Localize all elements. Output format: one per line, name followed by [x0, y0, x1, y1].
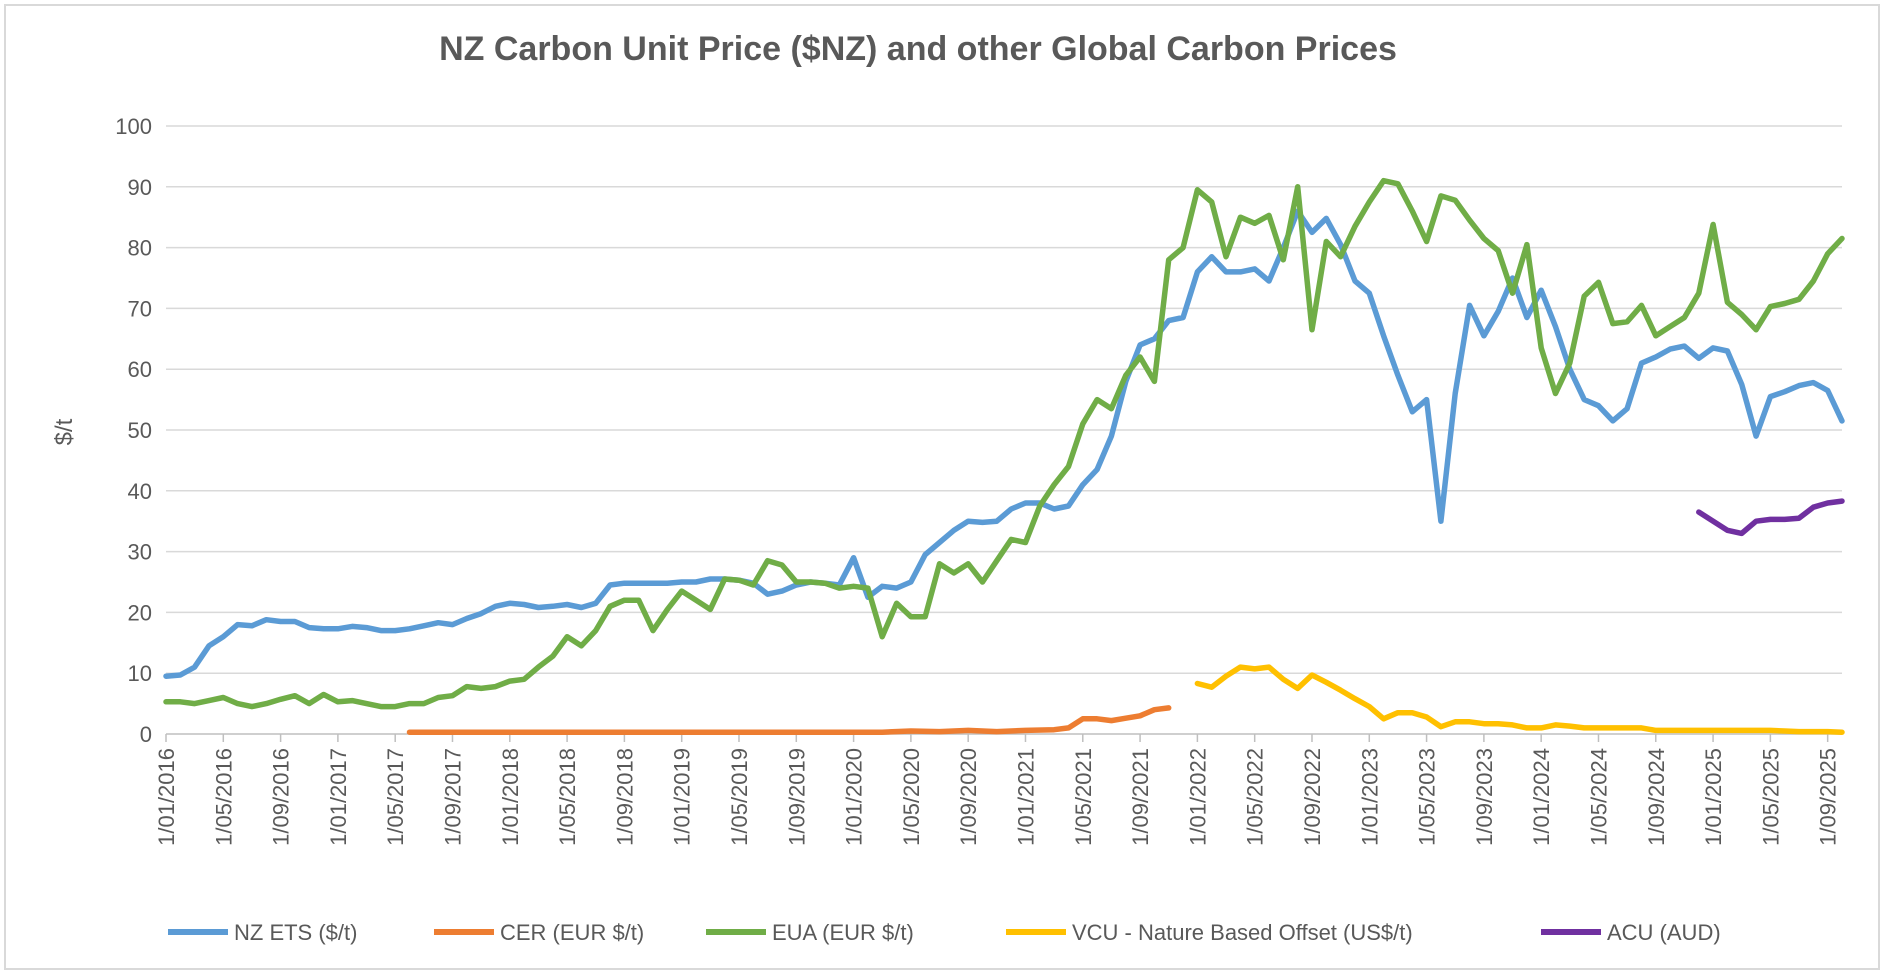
y-tick-label: 100 — [115, 114, 152, 139]
x-tick-label: 1/09/2021 — [1128, 748, 1153, 846]
x-tick-label: 1/05/2016 — [211, 748, 236, 846]
x-tick-label: 1/09/2024 — [1644, 748, 1669, 846]
x-tick-label: 1/01/2021 — [1013, 748, 1038, 846]
legend-item: CER (EUR $/t) — [434, 920, 644, 945]
x-tick-label: 1/01/2019 — [670, 748, 695, 846]
x-tick-label: 1/01/2025 — [1701, 748, 1726, 846]
y-tick-label: 50 — [128, 418, 152, 443]
series-line-0 — [163, 208, 1845, 679]
x-tick-label: 1/01/2023 — [1357, 748, 1382, 846]
x-tick-label: 1/01/2018 — [498, 748, 523, 846]
y-tick-label: 30 — [128, 540, 152, 565]
y-axis-label: $/t — [51, 418, 78, 445]
x-tick-label: 1/09/2020 — [956, 748, 981, 846]
x-axis-ticks: 1/01/2016 1/05/2016 1/09/2016 1/01/2017 1/05… — [154, 734, 1841, 846]
x-tick-label: 1/01/2024 — [1529, 748, 1554, 846]
x-tick-label: 1/05/2019 — [727, 748, 752, 846]
legend: NZ ETS ($/t) CER (EUR $/t) EUA (EUR $/t) VC… — [168, 920, 1721, 945]
legend-item: NZ ETS ($/t) — [168, 920, 357, 945]
x-tick-label: 1/05/2021 — [1071, 748, 1096, 846]
y-tick-label: 20 — [128, 600, 152, 625]
x-tick-label: 1/01/2016 — [154, 748, 179, 846]
x-tick-label: 1/05/2025 — [1758, 748, 1783, 846]
line-chart: NZ Carbon Unit Price ($NZ) and other Glo… — [51, 30, 1845, 945]
x-tick-label: 1/05/2023 — [1415, 748, 1440, 846]
legend-item: ACU (AUD) — [1541, 920, 1721, 945]
legend-item: EUA (EUR $/t) — [706, 920, 914, 945]
x-tick-label: 1/05/2017 — [383, 748, 408, 846]
y-tick-label: 10 — [128, 661, 152, 686]
chart-frame: NZ Carbon Unit Price ($NZ) and other Glo… — [4, 4, 1880, 970]
x-tick-label: 1/01/2020 — [842, 748, 867, 846]
gridlines — [166, 125, 1842, 735]
x-tick-label: 1/09/2018 — [612, 748, 637, 846]
y-tick-label: 80 — [128, 236, 152, 261]
x-tick-label: 1/01/2022 — [1185, 748, 1210, 846]
series-line-2 — [163, 177, 1845, 710]
legend-label: CER (EUR $/t) — [500, 920, 644, 945]
legend-label: VCU - Nature Based Offset (US$/t) — [1072, 920, 1413, 945]
x-tick-label: 1/09/2017 — [440, 748, 465, 846]
series-line-1 — [406, 705, 1172, 735]
x-tick-label: 1/09/2023 — [1472, 748, 1497, 846]
y-tick-label: 40 — [128, 479, 152, 504]
legend-label: ACU (AUD) — [1607, 920, 1721, 945]
series-line-4 — [1696, 498, 1845, 537]
y-tick-label: 70 — [128, 296, 152, 321]
x-tick-label: 1/05/2018 — [555, 748, 580, 846]
chart-title: NZ Carbon Unit Price ($NZ) and other Glo… — [439, 30, 1397, 68]
x-tick-label: 1/05/2022 — [1243, 748, 1268, 846]
y-axis-ticks: 0 10 20 30 40 50 60 70 80 90 100 — [115, 114, 152, 747]
y-tick-label: 90 — [128, 175, 152, 200]
y-tick-label: 60 — [128, 357, 152, 382]
x-tick-label: 1/05/2024 — [1586, 748, 1611, 846]
legend-item: VCU - Nature Based Offset (US$/t) — [1006, 920, 1413, 945]
x-tick-label: 1/09/2019 — [784, 748, 809, 846]
x-tick-label: 1/09/2025 — [1816, 748, 1841, 846]
series-lines — [163, 177, 1845, 735]
x-tick-label: 1/01/2017 — [326, 748, 351, 846]
x-tick-label: 1/09/2016 — [269, 748, 294, 846]
legend-label: NZ ETS ($/t) — [234, 920, 357, 945]
x-tick-label: 1/05/2020 — [899, 748, 924, 846]
legend-label: EUA (EUR $/t) — [772, 920, 914, 945]
series-line-3 — [1194, 664, 1845, 735]
x-tick-label: 1/09/2022 — [1300, 748, 1325, 846]
y-tick-label: 0 — [140, 722, 152, 747]
